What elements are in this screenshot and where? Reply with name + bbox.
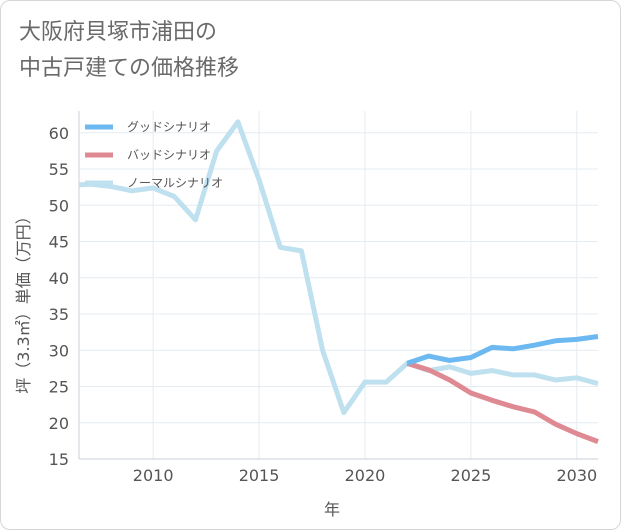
y-tick-label: 35 <box>49 305 69 324</box>
y-tick-label: 55 <box>49 160 69 179</box>
legend-label-good: グッドシナリオ <box>127 120 211 134</box>
axes <box>78 111 598 460</box>
x-tick-label: 2030 <box>556 466 597 485</box>
series-line-normal <box>78 119 599 416</box>
chart-title: 大阪府貝塚市浦田の 中古戸建ての価格推移 <box>19 15 239 87</box>
legend-label-bad: バッドシナリオ <box>127 148 211 162</box>
y-tick-label: 25 <box>49 378 69 397</box>
chart-title-line-2: 中古戸建ての価格推移 <box>19 56 240 81</box>
y-tick-label: 15 <box>49 450 69 469</box>
series-line-good <box>406 334 599 366</box>
x-tick-label: 2015 <box>239 466 280 485</box>
y-tick-labels: 15 20 25 30 35 40 45 50 55 60 <box>49 124 69 469</box>
chart-title-line-1: 大阪府貝塚市浦田の <box>19 20 218 45</box>
y-tick-label: 50 <box>49 196 69 215</box>
x-tick-labels: 2010 2015 2020 2025 2030 <box>133 466 597 485</box>
y-tick-label: 30 <box>49 341 69 360</box>
x-tick-label: 2020 <box>345 466 386 485</box>
y-axis-label: 坪（3.3㎡）単価（万円） <box>14 208 33 393</box>
y-tick-label: 60 <box>49 124 69 143</box>
legend-label-normal: ノーマルシナリオ <box>127 176 223 190</box>
x-axis-label: 年 <box>324 500 340 519</box>
series-lines <box>78 119 599 444</box>
y-tick-label: 20 <box>49 414 69 433</box>
x-tick-label: 2025 <box>451 466 492 485</box>
y-tick-label: 45 <box>49 233 69 252</box>
series-line-bad <box>406 360 599 444</box>
grid-lines <box>79 111 598 460</box>
y-tick-label: 40 <box>49 269 69 288</box>
x-tick-label: 2010 <box>133 466 174 485</box>
